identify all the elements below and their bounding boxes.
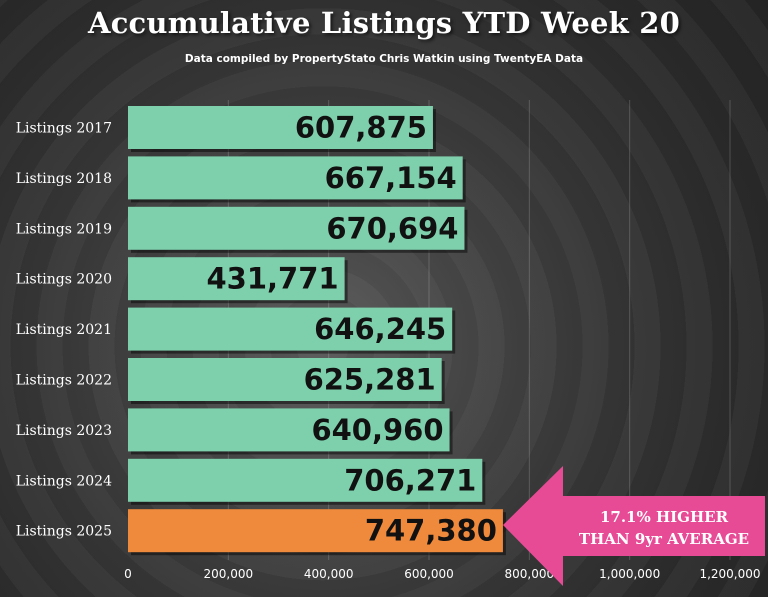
category-labels: Listings 2017 Listings 2018 Listings 2019 L… bbox=[16, 121, 112, 540]
bar bbox=[128, 106, 433, 149]
category-label: Listings 2024 bbox=[16, 473, 112, 489]
value-label: 747,380 bbox=[365, 514, 497, 548]
value-label: 670,694 bbox=[326, 211, 458, 245]
category-label: Listings 2020 bbox=[16, 272, 112, 288]
category-label: Listings 2021 bbox=[16, 322, 112, 338]
category-label: Listings 2025 bbox=[16, 524, 112, 540]
x-tick-label: 400,000 bbox=[304, 567, 354, 581]
bar bbox=[128, 458, 483, 502]
callout-arrow-shape bbox=[503, 466, 765, 586]
value-labels: 607,875 667,154 670,694 431,771 646,245 625,2… bbox=[207, 111, 497, 548]
bar bbox=[128, 156, 463, 200]
callout-line-2: THAN 9yr AVERAGE bbox=[579, 530, 749, 548]
value-label: 625,281 bbox=[304, 363, 436, 397]
bar bbox=[128, 408, 450, 452]
value-label: 667,154 bbox=[325, 161, 457, 195]
value-label: 646,245 bbox=[314, 312, 446, 346]
bars bbox=[128, 106, 506, 556]
x-axis-tick-labels: 0 200,000 400,000 600,000 800,000 1,000,000 1,… bbox=[124, 567, 760, 581]
x-tick-label: 600,000 bbox=[404, 567, 454, 581]
x-tick-label: 1,000,000 bbox=[599, 567, 660, 581]
x-tick-label: 200,000 bbox=[204, 567, 254, 581]
value-label: 607,875 bbox=[295, 111, 427, 145]
value-label: 706,271 bbox=[344, 463, 476, 497]
x-tick-label: 1,200,000 bbox=[699, 567, 760, 581]
bar bbox=[128, 206, 465, 250]
bar bbox=[128, 257, 345, 301]
x-tick-label: 0 bbox=[124, 567, 132, 581]
category-label: Listings 2018 bbox=[16, 171, 112, 187]
callout-line-1: 17.1% HIGHER bbox=[600, 508, 729, 526]
chart-title: Accumulative Listings YTD Week 20 bbox=[88, 6, 680, 40]
value-label: 431,771 bbox=[207, 262, 339, 296]
category-label: Listings 2017 bbox=[16, 121, 112, 137]
bar bbox=[128, 509, 503, 553]
value-label: 640,960 bbox=[311, 413, 443, 447]
category-label: Listings 2019 bbox=[16, 221, 112, 237]
x-tick-label: 800,000 bbox=[505, 567, 555, 581]
bar bbox=[128, 358, 442, 401]
callout-arrow: 17.1% HIGHER THAN 9yr AVERAGE bbox=[503, 466, 765, 586]
bar bbox=[128, 307, 453, 351]
category-label: Listings 2022 bbox=[16, 373, 112, 389]
category-label: Listings 2023 bbox=[16, 423, 112, 439]
chart-subtitle: Data compiled by PropertyStato Chris Wat… bbox=[184, 53, 584, 65]
